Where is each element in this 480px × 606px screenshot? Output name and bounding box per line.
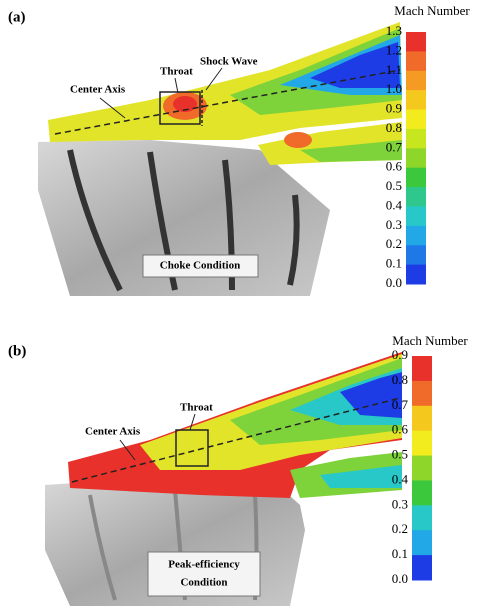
colorbar-segment <box>406 71 426 91</box>
colorbar-label: 0.1 <box>386 256 402 271</box>
colorbar-label: 0.2 <box>386 236 402 251</box>
colorbar-label: 1.0 <box>386 81 402 96</box>
leader <box>175 78 178 93</box>
colorbar-segment <box>412 530 432 555</box>
colorbar-title: Mach Number <box>394 3 470 18</box>
colorbar-segment <box>406 226 426 246</box>
colorbar-segment <box>406 148 426 168</box>
flow-field <box>284 132 312 148</box>
annotation: Center Axis <box>85 426 141 438</box>
colorbar-label: 1.2 <box>386 42 402 57</box>
colorbar-label: 0.8 <box>386 120 402 135</box>
colorbar-label: 0.3 <box>392 496 408 511</box>
colorbar-segment <box>412 356 432 381</box>
colorbar-label: 0.0 <box>386 275 402 290</box>
colorbar-segment <box>406 187 426 207</box>
panel-b: (b) Center Axis Throat Peak-efficiency C… <box>8 333 468 606</box>
annotation: Throat <box>160 66 193 78</box>
condition-label: Condition <box>180 577 227 589</box>
annotation: Shock Wave <box>200 56 258 68</box>
colorbar-segment <box>406 51 426 71</box>
colorbar-label: 0.8 <box>392 372 408 387</box>
colorbar-segment <box>412 480 432 505</box>
colorbar-label: 0.1 <box>392 546 408 561</box>
colorbar-label: 0.9 <box>392 347 408 362</box>
colorbar-label: 0.2 <box>392 521 408 536</box>
colorbar-label: 1.1 <box>386 62 402 77</box>
colorbar-segment <box>406 206 426 226</box>
panel-a: (a) Center Axis Throat Shock Wave Choke … <box>8 3 470 296</box>
figure: (a) Center Axis Throat Shock Wave Choke … <box>0 0 480 606</box>
panel-label: (a) <box>8 9 26 25</box>
colorbar-segment <box>406 110 426 130</box>
colorbar-label: 0.9 <box>386 101 402 116</box>
colorbar-segment <box>412 456 432 481</box>
panel-label: (b) <box>8 343 26 359</box>
annotation: Throat <box>180 402 213 414</box>
annotation: Center Axis <box>70 84 126 96</box>
colorbar-label: 0.3 <box>386 217 402 232</box>
colorbar-label: 0.6 <box>386 159 403 174</box>
condition-label: Peak-efficiency <box>168 559 240 571</box>
colorbar-label: 0.7 <box>392 397 409 412</box>
colorbar-segment <box>406 168 426 188</box>
colorbar-label: 0.4 <box>386 197 403 212</box>
colorbar-segment <box>406 129 426 149</box>
colorbar-label: 0.5 <box>386 178 402 193</box>
colorbar-segment <box>412 381 432 406</box>
colorbar-label: 0.0 <box>392 571 408 586</box>
colorbar-segment <box>412 555 432 580</box>
colorbar-segment <box>412 431 432 456</box>
colorbar-segment <box>406 265 426 285</box>
colorbar-label: 0.7 <box>386 139 403 154</box>
colorbar-segment <box>412 406 432 431</box>
colorbar-segment <box>412 505 432 530</box>
condition-label: Choke Condition <box>160 260 240 272</box>
colorbar-segment <box>406 32 426 52</box>
colorbar-label: 0.4 <box>392 471 409 486</box>
colorbar-title: Mach Number <box>392 333 468 348</box>
colorbar-label: 0.6 <box>392 422 409 437</box>
colorbar-label: 1.3 <box>386 23 402 38</box>
colorbar-segment <box>406 245 426 265</box>
colorbar-segment <box>406 90 426 110</box>
colorbar-label: 0.5 <box>392 447 408 462</box>
